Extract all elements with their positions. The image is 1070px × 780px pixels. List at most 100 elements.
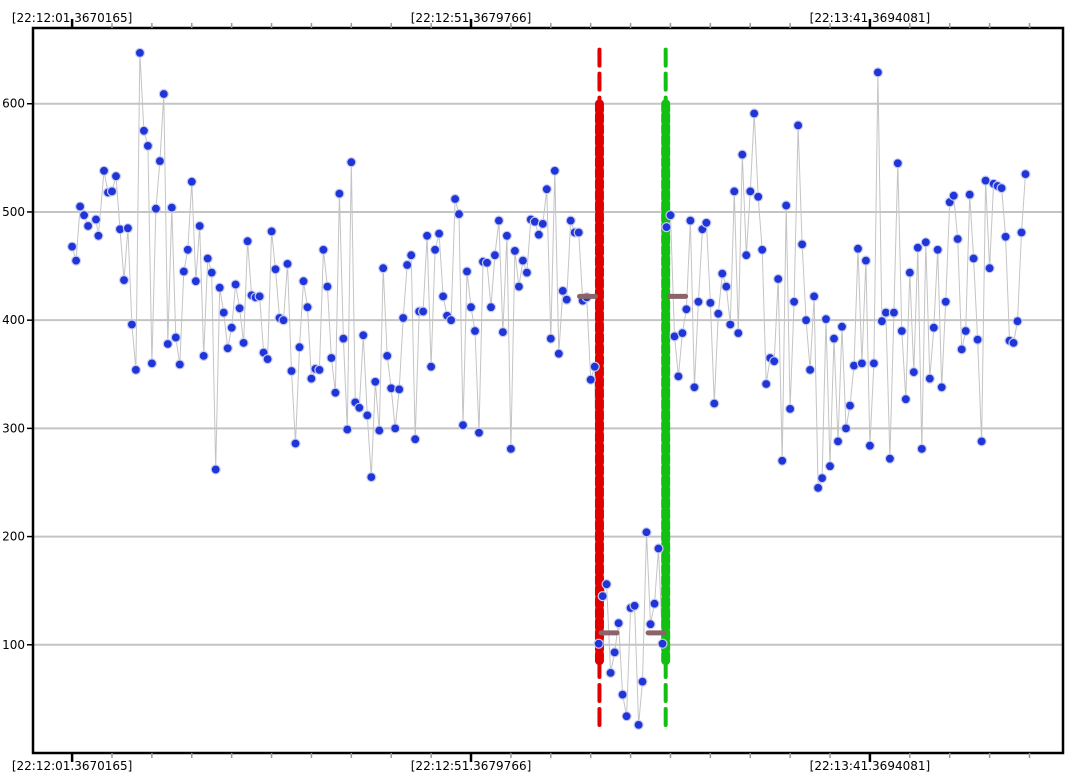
data-point bbox=[326, 352, 337, 364]
data-point bbox=[800, 315, 812, 326]
data-point bbox=[920, 237, 931, 248]
data-point bbox=[170, 332, 181, 343]
data-point bbox=[254, 291, 265, 302]
data-point bbox=[322, 281, 333, 292]
data-point bbox=[314, 364, 325, 375]
data-point bbox=[693, 296, 704, 307]
data-point bbox=[533, 229, 544, 240]
data-point bbox=[93, 230, 104, 241]
y-tick-label: 500 bbox=[2, 205, 25, 219]
data-point bbox=[98, 165, 110, 176]
data-point bbox=[900, 394, 911, 405]
data-point bbox=[218, 307, 229, 318]
data-point bbox=[972, 334, 983, 345]
data-point bbox=[394, 384, 405, 395]
data-point bbox=[118, 275, 130, 286]
data-point bbox=[557, 285, 568, 296]
data-point bbox=[465, 302, 477, 313]
data-point bbox=[134, 47, 145, 59]
data-point bbox=[561, 294, 572, 305]
data-point bbox=[382, 350, 393, 361]
data-point bbox=[174, 359, 185, 370]
data-point bbox=[370, 376, 381, 387]
data-point bbox=[753, 191, 764, 202]
data-point bbox=[729, 186, 740, 197]
x-tick-label-bottom: [22:12:01.3670165] bbox=[12, 759, 133, 773]
data-point bbox=[238, 337, 249, 348]
data-point bbox=[565, 215, 576, 226]
data-point bbox=[924, 373, 935, 384]
data-point bbox=[733, 328, 744, 339]
y-tick-label: 300 bbox=[2, 421, 25, 435]
data-point bbox=[438, 291, 449, 302]
data-point bbox=[864, 440, 876, 451]
data-point bbox=[493, 215, 504, 226]
data-point bbox=[186, 176, 197, 187]
data-point bbox=[573, 227, 584, 238]
data-point bbox=[665, 210, 676, 221]
data-point bbox=[282, 258, 293, 269]
data-point bbox=[928, 322, 939, 333]
data-point bbox=[932, 244, 943, 255]
data-point bbox=[681, 304, 692, 315]
data-point bbox=[936, 382, 947, 393]
data-point bbox=[426, 361, 437, 372]
data-point bbox=[457, 420, 469, 431]
data-point bbox=[222, 343, 233, 354]
data-point bbox=[617, 689, 628, 700]
data-point bbox=[820, 314, 832, 325]
data-point bbox=[757, 244, 768, 255]
data-point bbox=[637, 676, 648, 687]
x-tick-label-top: [22:12:51.3679766] bbox=[411, 11, 532, 25]
data-point bbox=[198, 350, 209, 361]
data-point bbox=[633, 719, 644, 731]
data-point bbox=[788, 296, 800, 307]
grid-lines bbox=[33, 102, 1063, 646]
data-point bbox=[318, 244, 329, 255]
data-point bbox=[390, 423, 401, 434]
data-point bbox=[473, 427, 485, 438]
data-point bbox=[501, 230, 512, 241]
data-point bbox=[589, 361, 600, 372]
data-point bbox=[138, 125, 149, 136]
x-tick-label-bottom: [22:12:51.3679766] bbox=[411, 759, 532, 773]
data-point bbox=[290, 438, 301, 449]
data-point bbox=[362, 410, 373, 421]
data-point bbox=[964, 189, 975, 200]
data-point bbox=[645, 619, 656, 630]
data-point bbox=[956, 344, 967, 355]
data-point bbox=[517, 255, 529, 266]
data-point bbox=[206, 267, 217, 278]
data-point bbox=[70, 255, 82, 266]
data-point bbox=[158, 88, 169, 100]
data-point bbox=[1016, 227, 1027, 238]
data-point bbox=[816, 473, 828, 484]
data-point bbox=[162, 338, 173, 350]
data-point bbox=[856, 358, 868, 369]
data-point bbox=[773, 273, 784, 285]
data-point bbox=[689, 382, 700, 393]
x-tick-label-top: [22:12:01.3670165] bbox=[12, 11, 133, 25]
data-point bbox=[266, 226, 277, 237]
data-point bbox=[868, 358, 880, 369]
data-point bbox=[469, 325, 481, 337]
data-point bbox=[509, 245, 521, 256]
data-point bbox=[948, 190, 959, 201]
data-point bbox=[154, 156, 165, 167]
data-point bbox=[912, 242, 923, 253]
data-point bbox=[796, 239, 808, 250]
data-point bbox=[641, 527, 652, 538]
data-point bbox=[685, 215, 696, 226]
data-point bbox=[888, 307, 900, 318]
data-point bbox=[709, 398, 720, 409]
data-point bbox=[90, 214, 102, 225]
data-point bbox=[968, 253, 979, 264]
data-point bbox=[410, 434, 421, 445]
data-point bbox=[214, 282, 225, 293]
data-point bbox=[358, 330, 369, 341]
data-point bbox=[242, 236, 253, 247]
data-point bbox=[876, 316, 888, 327]
data-point bbox=[66, 241, 78, 252]
data-point bbox=[461, 266, 473, 277]
data-point bbox=[804, 364, 816, 375]
